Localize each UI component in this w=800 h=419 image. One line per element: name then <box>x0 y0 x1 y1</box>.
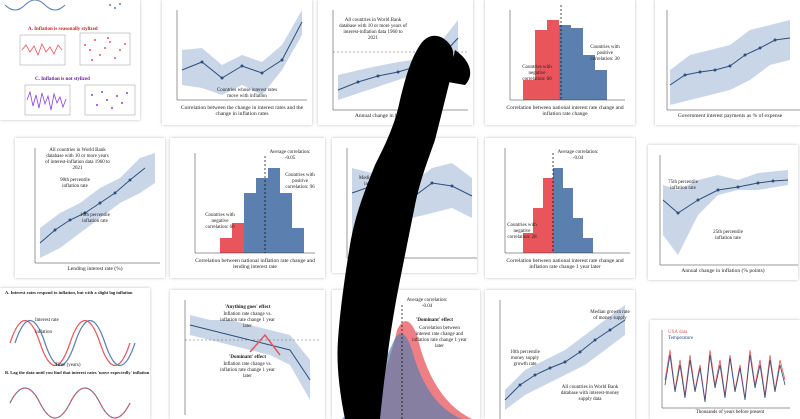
series-b-label: inflation <box>35 330 52 335</box>
band-line-chart <box>659 155 798 266</box>
histogram <box>194 153 315 254</box>
tile-caption: Correlation between national interest ra… <box>506 105 624 117</box>
tile-caption: Lending interest rate (%) <box>67 266 123 272</box>
avg-label: Average correlation: -0.04 <box>557 150 599 161</box>
effect-b: Correlation between interest rate change… <box>412 326 467 349</box>
lo-label: 25th percentile inflation rate <box>713 230 743 241</box>
dual-line-chart <box>661 330 790 409</box>
tile-caption: Annual change in inflation (% points) <box>681 268 765 274</box>
median-label: Median growth rate of money supply <box>590 310 630 321</box>
tile-title-a: A. Inflation is seasonally stylized <box>28 27 98 32</box>
tile-annual-inflation: Median percentile inflation rate <box>332 138 477 273</box>
avg-label: Average correlation: -0.04 <box>406 298 448 309</box>
tile-note: All countries in World Bank database wit… <box>560 385 620 402</box>
tile-correlation-line: Countries whose interest rates move with… <box>162 0 312 125</box>
hi-label: 90th percentile inflation rate <box>60 178 90 189</box>
series-a-label: USA data <box>668 330 688 335</box>
tile-title-a: A. Interest rates respond to inflation, … <box>5 290 133 295</box>
pos-label: Countries with positive correlation: 96 <box>285 173 315 190</box>
x-label: Thousands of years before present <box>695 410 765 415</box>
x-label: Time (years) <box>55 363 81 368</box>
series-b-label: Temperature <box>668 336 694 341</box>
sine-chart <box>9 320 136 419</box>
band-line-chart <box>499 300 626 419</box>
tile-title-c: C. Inflation is not stylized <box>35 77 90 82</box>
tile-histogram-1: Countries with negative correlation: 60 … <box>485 0 635 125</box>
neg-label: Countries with negative correlation: 28 <box>507 223 537 240</box>
mini-plots <box>4 0 136 116</box>
effect-d: Inflation rate change vs. inflation rate… <box>220 362 275 379</box>
histogram <box>509 5 625 101</box>
tile-title-b: B. Lag the data until you find that inte… <box>5 370 150 375</box>
band-line-chart <box>346 148 477 259</box>
tile-distribution: Average correlation: -0.04 'Dominant' ef… <box>332 290 480 419</box>
tile-inflation-points: 75th percentile inflation rate 25th perc… <box>648 145 798 280</box>
series-a-label: Interest rate <box>35 318 59 323</box>
band-line-chart <box>34 148 160 264</box>
tile-co2-temp: USA data Temperature Thousands of years … <box>650 320 800 419</box>
tile-money-supply: Median growth rate of money supply 10th … <box>485 290 635 419</box>
tile-lending-rate: All countries in World Bank database wit… <box>15 138 165 278</box>
neg-label: Countries with negative correlation: 60 <box>522 65 552 82</box>
tile-caption: Correlation between national inflation r… <box>195 258 315 270</box>
tile-histogram-3: Average correlation: -0.04 Countries wit… <box>485 138 635 278</box>
lo-label: 10th percentile inflation rate <box>80 213 110 224</box>
effect-c: 'Dominant' effect <box>228 355 267 360</box>
tile-histogram-2: Average correlation: -0.05 Countries wit… <box>170 138 325 278</box>
effect-a: 'Anything goes' effect <box>224 305 271 310</box>
tile-sine-waves: A. Interest rates respond to inflation, … <box>0 288 150 419</box>
tile-caption: Correlation between the change in intere… <box>180 105 304 117</box>
tile-govt-interest: Government interest payments as % of exp… <box>655 0 800 125</box>
tile-caption: Annual change in lending rate <box>354 113 422 119</box>
band-line-chart <box>666 10 800 111</box>
avg-label: Average correlation: -0.05 <box>269 150 311 161</box>
tile-effects-line: 'Anything goes' effect Inflation rate ch… <box>170 290 325 419</box>
tile-annual-change: All countries in World Bank database wit… <box>318 0 473 125</box>
band-line-chart <box>184 300 320 415</box>
tile-note: All countries in World Bank database wit… <box>45 148 110 171</box>
effect-a: 'Dominant' effect <box>415 318 454 323</box>
hi-label: 75th percentile inflation rate <box>668 180 698 191</box>
tile-caption: Government interest payments as % of exp… <box>677 113 783 119</box>
tile-note: Median percentile inflation rate <box>358 176 396 187</box>
neg-label: Countries with negative correlation: 60 <box>205 213 235 230</box>
pct-label: 10th percentile money supply growth rate <box>510 350 540 367</box>
effect-b: Inflation rate change vs. inflation rate… <box>220 312 275 329</box>
tile-note: All countries in World Bank database wit… <box>339 18 407 41</box>
histogram <box>504 148 630 254</box>
band-line-chart <box>176 10 307 101</box>
tile-inflation-stylized: A. Inflation is seasonally stylized C. I… <box>0 0 140 120</box>
tile-caption: Correlation between national interest ra… <box>506 258 624 270</box>
tile-note: Countries whose interest rates move with… <box>216 88 278 99</box>
pos-label: Countries with positive correlation: 30 <box>590 45 620 62</box>
